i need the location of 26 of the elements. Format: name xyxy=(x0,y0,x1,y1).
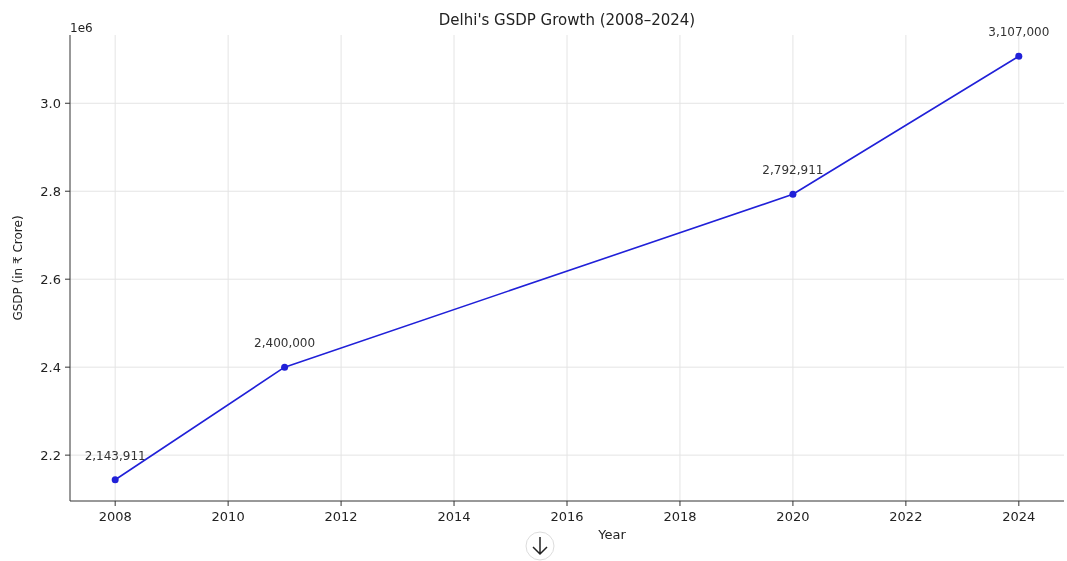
x-tick-label: 2024 xyxy=(1002,509,1036,524)
point xyxy=(1015,52,1023,60)
x-axis-title: Year xyxy=(597,527,627,542)
x-tick-label: 2014 xyxy=(437,509,471,524)
y-axis-title: GSDP (in ₹ Crore) xyxy=(11,215,25,321)
y-tick-label: 2.6 xyxy=(40,272,61,288)
annotation: 3,107,000 xyxy=(988,25,1050,40)
annotation: 1e6 xyxy=(70,21,93,35)
annotation: 2,792,911 xyxy=(762,163,824,178)
point xyxy=(281,363,289,371)
point xyxy=(111,476,119,484)
y-tick-label: 2.2 xyxy=(40,448,61,464)
x-tick-label: 2022 xyxy=(889,509,923,524)
x-tick-label: 2020 xyxy=(776,509,810,524)
annotation: 2,400,000 xyxy=(254,336,316,351)
y-tick-label: 2.8 xyxy=(40,184,61,200)
x-tick-label: 2016 xyxy=(550,509,584,524)
x-tick-label: 2012 xyxy=(324,509,358,524)
x-tick-label: 2008 xyxy=(98,509,132,524)
chart-title: Delhi's GSDP Growth (2008–2024) xyxy=(438,11,696,29)
y-tick-label: 3.0 xyxy=(40,96,61,112)
x-tick-label: 2018 xyxy=(663,509,697,524)
x-tick-label: 2010 xyxy=(211,509,245,524)
point xyxy=(789,190,797,198)
y-tick-label: 2.4 xyxy=(40,360,61,376)
annotation: 2,143,911 xyxy=(84,448,146,463)
